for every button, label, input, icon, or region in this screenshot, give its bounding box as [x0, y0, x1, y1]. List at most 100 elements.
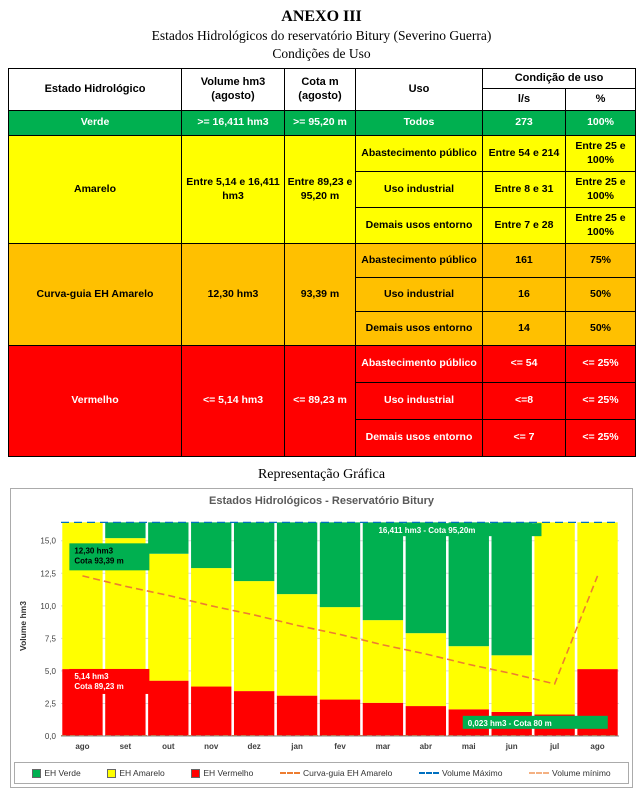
legend-item-curva-guia: Curva-guia EH Amarelo — [280, 768, 392, 778]
svg-text:12,30 hm3: 12,30 hm3 — [74, 546, 113, 555]
table-header-row: Estado Hidrológico Volume hm3 (agosto) C… — [8, 68, 636, 111]
table-row-amarelo: Demais usos entorno Entre 7 e 28 Entre 2… — [9, 207, 636, 244]
pct-cell: 50% — [565, 311, 636, 346]
table-subheader-row: l/s % — [9, 88, 636, 111]
ls-cell: <= 7 — [482, 419, 566, 457]
header-cota-line1: Cota m — [301, 75, 339, 88]
volume-amarelo: Entre 5,14 e 16,411 hm3 — [181, 135, 285, 244]
pct-cell: Entre 25 e 100% — [565, 207, 636, 244]
table-row-verde: Verde >= 16,411 hm3 >= 95,20 m Todos 273… — [8, 110, 636, 136]
cota-amarelo: Entre 89,23 e 95,20 m — [284, 135, 356, 244]
estado-vermelho: Vermelho — [8, 345, 182, 457]
pct-cell: 100% — [565, 110, 636, 136]
svg-text:mar: mar — [375, 742, 390, 751]
legend-item-eh-verde: EH Verde — [32, 768, 81, 778]
estado-verde: Verde — [8, 110, 182, 136]
table-row-amarelo: Uso industrial Entre 8 e 31 Entre 25 e 1… — [9, 171, 636, 208]
uso-cell: Demais usos entorno — [355, 419, 483, 457]
header-uso: Uso — [355, 68, 483, 111]
page-subtitle-2: Condições de Uso — [272, 46, 371, 61]
uso-cell: Demais usos entorno — [355, 311, 483, 346]
ls-cell: 273 — [482, 110, 566, 136]
svg-text:5,14 hm3: 5,14 hm3 — [74, 672, 109, 681]
condicoes-de-uso-table: Estado Hidrológico Volume hm3 (agosto) C… — [8, 68, 636, 457]
svg-text:nov: nov — [204, 742, 219, 751]
header-cota: Cota m (agosto) — [284, 68, 356, 111]
chart-title: Estados Hidrológicos - Reservatório Bitu… — [209, 495, 434, 507]
volume-verde: >= 16,411 hm3 — [181, 110, 285, 136]
svg-text:fev: fev — [334, 742, 346, 751]
estado-curva-guia: Curva-guia EH Amarelo — [8, 243, 182, 346]
header-condicao-de-uso: Condição de uso — [482, 68, 636, 89]
table-row-curva-guia: Curva-guia EH Amarelo 12,30 hm3 93,39 m … — [8, 243, 636, 346]
legend-label: EH Amarelo — [119, 768, 165, 778]
hydro-chart-panel: Estados Hidrológicos - Reservatório Bitu… — [10, 488, 633, 788]
legend-item-volume-maximo: Volume Máximo — [418, 768, 502, 778]
ls-cell: 14 — [482, 311, 566, 346]
header-volume-line2: (agosto) — [211, 89, 255, 102]
table-row-vermelho: Vermelho <= 5,14 hm3 <= 89,23 m Abasteci… — [8, 345, 636, 457]
svg-text:jan: jan — [290, 742, 303, 751]
legend-label: Curva-guia EH Amarelo — [303, 768, 393, 778]
table-row-vermelho: Uso industrial <=8 <= 25% — [9, 382, 636, 420]
pct-cell: 50% — [565, 277, 636, 312]
svg-text:15,0: 15,0 — [40, 537, 56, 546]
svg-text:7,5: 7,5 — [44, 634, 56, 643]
ls-cell: 16 — [482, 277, 566, 312]
svg-text:Volume hm3: Volume hm3 — [18, 601, 28, 651]
pct-cell: 75% — [565, 243, 636, 278]
volume-curva-guia: 12,30 hm3 — [181, 243, 285, 346]
legend-item-eh-vermelho: EH Vermelho — [191, 768, 253, 778]
legend-label: EH Verde — [44, 768, 81, 778]
cota-vermelho: <= 89,23 m — [284, 345, 356, 457]
pct-cell: Entre 25 e 100% — [565, 171, 636, 208]
curva-guia-line-icon — [280, 772, 301, 774]
ls-cell: Entre 8 e 31 — [482, 171, 566, 208]
svg-text:mai: mai — [461, 742, 475, 751]
uso-cell: Uso industrial — [355, 171, 483, 208]
hydro-chart: 0,0 2,5 5,0 7,5 10,0 12,5 15,0 ago set out nov dez j… — [18, 521, 619, 751]
svg-text:ago: ago — [75, 742, 89, 751]
header-volume-line1: Volume hm3 — [200, 75, 266, 88]
ls-cell: <= 54 — [482, 345, 566, 383]
volume-vermelho: <= 5,14 hm3 — [181, 345, 285, 457]
svg-text:jun: jun — [504, 742, 517, 751]
eh-vermelho-swatch-icon — [191, 768, 201, 778]
estado-amarelo: Amarelo — [8, 135, 182, 244]
table-row-amarelo: Amarelo Entre 5,14 e 16,411 hm3 Entre 89… — [8, 135, 636, 244]
table-row-curva-guia: Demais usos entorno 14 50% — [9, 311, 636, 346]
svg-text:0,023 hm3 - Cota 80 m: 0,023 hm3 - Cota 80 m — [467, 719, 551, 728]
volume-maximo-line-icon — [418, 772, 439, 774]
uso-cell: Uso industrial — [355, 277, 483, 312]
svg-text:dez: dez — [247, 742, 260, 751]
volume-minimo-line-icon — [529, 772, 550, 774]
eh-amarelo-swatch-icon — [107, 768, 117, 778]
pct-cell: Entre 25 e 100% — [565, 135, 636, 172]
svg-text:16,411 hm3 - Cota 95,20m: 16,411 hm3 - Cota 95,20m — [378, 526, 475, 535]
pct-cell: <= 25% — [565, 419, 636, 457]
svg-text:0,0: 0,0 — [44, 732, 56, 741]
legend-item-volume-minimo: Volume mínimo — [529, 768, 611, 778]
svg-text:2,5: 2,5 — [44, 699, 56, 708]
legend-label: Volume mínimo — [552, 768, 611, 778]
svg-text:Cota 89,23 m: Cota 89,23 m — [74, 682, 123, 691]
graph-section-heading: Representação Gráfica — [257, 467, 386, 482]
uso-cell: Abastecimento público — [355, 345, 483, 383]
svg-text:5,0: 5,0 — [44, 667, 56, 676]
svg-text:Cota 93,39 m: Cota 93,39 m — [74, 556, 123, 565]
svg-text:jul: jul — [548, 742, 558, 751]
legend-label: EH Vermelho — [203, 768, 254, 778]
svg-text:set: set — [119, 742, 131, 751]
legend-item-eh-amarelo: EH Amarelo — [107, 768, 165, 778]
ls-cell: 161 — [482, 243, 566, 278]
pct-cell: <= 25% — [565, 345, 636, 383]
ls-cell: Entre 7 e 28 — [482, 207, 566, 244]
uso-cell: Uso industrial — [355, 382, 483, 420]
ls-cell: <=8 — [482, 382, 566, 420]
pct-cell: <= 25% — [565, 382, 636, 420]
table-row-vermelho: Demais usos entorno <= 7 <= 25% — [9, 419, 636, 457]
ls-cell: Entre 54 e 214 — [482, 135, 566, 172]
uso-cell: Abastecimento público — [355, 243, 483, 278]
uso-cell: Abastecimento público — [355, 135, 483, 172]
header-cota-line2: (agosto) — [298, 89, 342, 102]
